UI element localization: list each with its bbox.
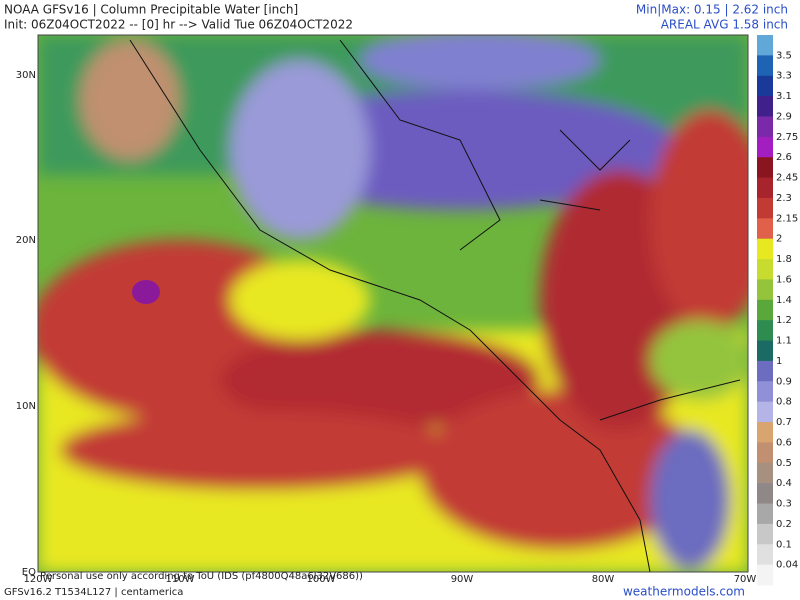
areal-avg: AREAL AVG 1.58 inch [661,18,788,32]
colorbar-label: 0.8 [776,397,792,408]
lat-label: 30N [16,70,36,81]
colorbar-band [757,238,773,260]
lon-label: 110W [166,574,195,585]
colorbar-label: 0.5 [776,458,792,469]
colorbar-band [757,401,773,423]
title: NOAA GFSv16 | Column Precipitable Water … [4,3,298,17]
colorbar-label: 2.9 [776,111,792,122]
lat-label: 20N [16,235,36,246]
lon-label: 70W [734,574,757,585]
lon-label: 90W [451,574,474,585]
colorbar-band [757,483,773,505]
colorbar-label: 0.04 [776,560,798,571]
colorbar-band [757,35,773,56]
colorbar-band [757,340,773,362]
colorbar-band [757,197,773,219]
lon-label: 80W [592,574,615,585]
colorbar-band [757,96,773,117]
minmax: Min|Max: 0.15 | 2.62 inch [636,3,788,17]
colorbar-band [757,564,773,586]
colorbar-label: 2 [776,234,782,245]
colorbar-band [757,544,773,566]
colorbar-band [757,462,773,484]
colorbar-label: 0.2 [776,519,792,530]
colorbar-band [757,442,773,464]
footer-site: weathermodels.com [623,585,745,599]
colorbar-band [757,75,773,97]
colorbar-band [757,422,773,443]
colorbar-band [757,381,773,403]
colorbar-label: 1.8 [776,254,792,265]
colorbar: 3.5 3.3 3.1 2.9 2.75 2.6 2.45 2.3 2.15 2 1.8 1.6 1.4… [757,35,798,586]
colorbar-label: 3.5 [776,50,792,61]
colorbar-label: 0.7 [776,417,792,428]
colorbar-band [757,523,773,545]
colorbar-band [757,279,773,301]
map [38,35,748,572]
colorbar-label: 0.1 [776,539,792,550]
colorbar-band [757,299,773,321]
lon-label: 120W [24,574,53,585]
colorbar-label: 1.1 [776,336,792,347]
colorbar-band [757,116,773,138]
colorbar-band [757,218,773,240]
colorbar-label: 2.6 [776,152,792,163]
colorbar-band [757,157,773,179]
lat-label: 10N [16,401,36,412]
colorbar-label: 3.1 [776,91,792,102]
colorbar-label: 1 [776,356,782,367]
colorbar-label: 1.6 [776,274,792,285]
map-frame [37,34,749,573]
colorbar-label: 0.9 [776,376,792,387]
colorbar-band [757,503,773,525]
colorbar-label: 1.4 [776,295,792,306]
colorbar-label: 2.45 [776,173,798,184]
colorbar-band [757,360,773,382]
colorbar-band [757,55,773,77]
colorbar-label: 2.3 [776,193,792,204]
colorbar-band [757,320,773,342]
colorbar-label: 0.4 [776,478,792,489]
watermark: Personal use only according to ToU (IDS … [40,571,363,582]
colorbar-label: 2.15 [776,213,798,224]
lat-labels: 30N 20N 10N EQ [16,70,36,578]
lat-label: EQ [22,567,36,578]
lon-labels: 120W 110W 100W 90W 80W 70W [24,574,757,585]
colorbar-label: 2.75 [776,132,798,143]
footer-model: GFSv16.2 T1534L127 | centamerica [4,587,183,598]
colorbar-label: 1.2 [776,315,792,326]
colorbar-band [757,177,773,199]
colorbar-label: 3.3 [776,71,792,82]
colorbar-label: 0.6 [776,437,792,448]
colorbar-band [757,136,773,158]
colorbar-label: 0.3 [776,499,792,510]
colorbar-band [757,259,773,280]
lon-label: 100W [307,574,336,585]
init-line: Init: 06Z04OCT2022 -- [0] hr --> Valid T… [4,18,353,32]
